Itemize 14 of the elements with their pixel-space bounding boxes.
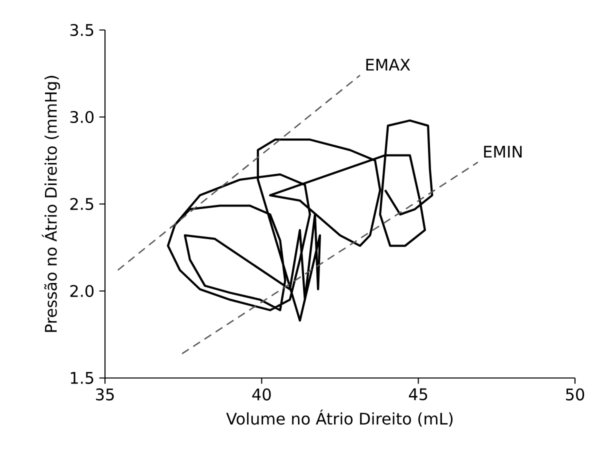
series-label: EMAX (366, 58, 410, 71)
x-tick-label: 50 (566, 388, 584, 401)
x-tick-label: 45 (408, 388, 428, 400)
y-tick-label: 3.5 (70, 24, 94, 36)
x-tick-label: 40 (252, 388, 271, 401)
series-label: EMIN (484, 146, 522, 158)
y-tick-label: 3.0 (70, 110, 94, 124)
line-series (166, 119, 434, 322)
y-tick-label: 1.5 (70, 372, 94, 384)
y-tick-label: 2.5 (70, 198, 94, 210)
y-axis-title: Pressão no Átrio Direito (mmHg) (42, 76, 60, 332)
x-tick-label: 35 (96, 388, 114, 401)
y-tick-label: 2.0 (70, 284, 94, 298)
x-axis-title: Volume no Átrio Direito (mL) (226, 410, 453, 427)
